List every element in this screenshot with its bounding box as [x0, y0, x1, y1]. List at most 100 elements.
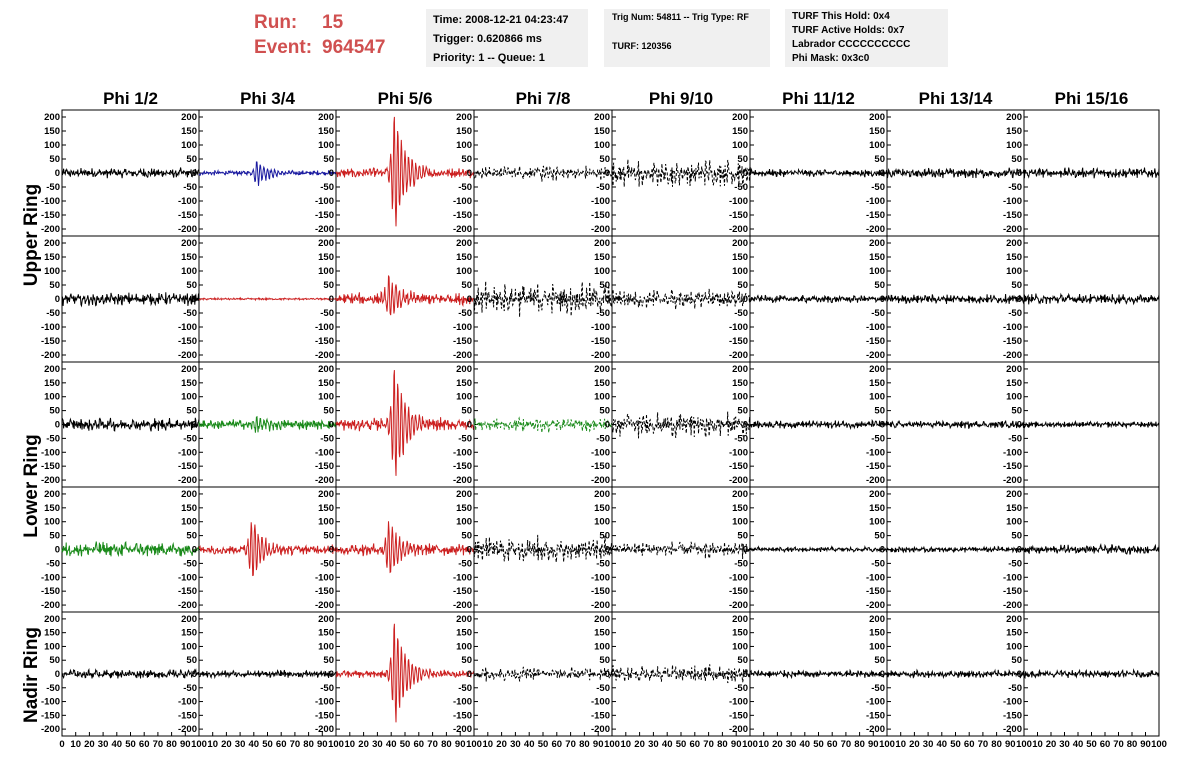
- y-tick-label: 150: [181, 378, 197, 389]
- waveform-panel: -200 -150 -100 -50 0 50 100 150 200: [453, 235, 613, 363]
- waveform-trace: [886, 668, 1025, 680]
- y-tick-label: -100: [315, 322, 334, 333]
- waveform-trace: [335, 275, 475, 316]
- y-tick-label: 100: [732, 641, 748, 652]
- y-tick-label: 100: [44, 517, 60, 528]
- y-tick-label: 150: [1006, 252, 1022, 263]
- y-tick-label: 0: [329, 545, 334, 556]
- x-tick-label: 40: [249, 739, 260, 750]
- y-tick-label: 50: [49, 406, 60, 417]
- waveform-panel: -200 -150 -100 -50 0 50 100 150 200: [866, 361, 1025, 488]
- y-tick-label: -50: [1008, 308, 1022, 319]
- y-tick-label: 200: [181, 489, 197, 500]
- x-tick-label: 10: [621, 739, 632, 750]
- y-tick-label: 0: [605, 168, 610, 179]
- y-tick-label: -100: [729, 196, 748, 207]
- y-tick-label: -150: [729, 461, 748, 472]
- y-tick-label: 50: [1011, 154, 1022, 165]
- y-tick-label: 200: [594, 238, 610, 249]
- y-tick-label: 200: [594, 614, 610, 625]
- y-tick-label: -100: [41, 196, 60, 207]
- y-tick-label: -50: [183, 308, 197, 319]
- waveform-trace: [61, 668, 200, 680]
- y-tick-label: 50: [1011, 280, 1022, 291]
- y-tick-label: -150: [41, 210, 60, 221]
- y-tick-label: -100: [315, 697, 334, 708]
- labrador-text: Labrador CCCCCCCCCC: [792, 39, 911, 50]
- waveform-panel: -200 -150 -100 -50 0 50 100 150 200: [1003, 235, 1160, 363]
- y-tick-label: 50: [49, 531, 60, 542]
- y-tick-label: 200: [869, 238, 885, 249]
- y-tick-label: -200: [1003, 600, 1022, 611]
- y-tick-label: 150: [44, 503, 60, 514]
- y-tick-label: 100: [181, 392, 197, 403]
- y-tick-label: 100: [1006, 517, 1022, 528]
- y-tick-label: -100: [866, 322, 885, 333]
- y-tick-label: -150: [315, 461, 334, 472]
- column-header: Phi 3/4: [240, 89, 295, 108]
- y-tick-label: -150: [866, 586, 885, 597]
- y-tick-label: 0: [1017, 294, 1022, 305]
- column-header: Phi 9/10: [649, 89, 713, 108]
- y-tick-label: -50: [734, 308, 748, 319]
- y-tick-label: -150: [315, 586, 334, 597]
- x-tick-label: 80: [854, 739, 865, 750]
- x-tick-label: 30: [510, 739, 521, 750]
- y-tick-label: 100: [456, 266, 472, 277]
- y-tick-label: -50: [46, 308, 60, 319]
- y-tick-label: 100: [181, 266, 197, 277]
- y-tick-label: 150: [456, 126, 472, 137]
- y-tick-label: -50: [458, 558, 472, 569]
- waveform-trace: [749, 419, 888, 430]
- column-header: Phi 7/8: [516, 89, 571, 108]
- y-tick-label: 150: [456, 628, 472, 639]
- y-tick-label: -100: [591, 697, 610, 708]
- y-tick-label: 0: [605, 420, 610, 431]
- waveform-panel: -200 -150 -100 -50 0 50 100 150 200: [41, 109, 200, 237]
- y-tick-label: -100: [315, 196, 334, 207]
- y-tick-label: -50: [458, 683, 472, 694]
- y-tick-label: 100: [1006, 266, 1022, 277]
- y-tick-label: 100: [869, 266, 885, 277]
- x-tick-label: 40: [386, 739, 397, 750]
- phi-mask-text: Phi Mask: 0x3c0: [792, 53, 870, 64]
- y-tick-label: 50: [599, 655, 610, 666]
- y-tick-label: 200: [181, 238, 197, 249]
- event-row: Event: 964547: [254, 35, 385, 60]
- turf-info-box: TURF This Hold: 0x4 TURF Active Holds: 0…: [785, 9, 948, 67]
- x-tick-label: 60: [552, 739, 563, 750]
- x-tick-label: 70: [841, 739, 852, 750]
- y-tick-label: 200: [456, 238, 472, 249]
- y-tick-label: 0: [605, 294, 610, 305]
- y-tick-label: 100: [732, 392, 748, 403]
- y-tick-label: 200: [869, 614, 885, 625]
- y-tick-label: -100: [1003, 322, 1022, 333]
- y-tick-label: 0: [55, 294, 60, 305]
- x-tick-label: 90: [1005, 739, 1016, 750]
- y-tick-label: 150: [1006, 378, 1022, 389]
- y-tick-label: 0: [880, 545, 885, 556]
- x-tick-label: 10: [207, 739, 218, 750]
- x-tick-label: 60: [827, 739, 838, 750]
- waveform-panel: -200 -150 -100 -50 0 50 100 150 200: [1003, 486, 1160, 613]
- y-tick-label: -150: [453, 586, 472, 597]
- run-event-block: Run: 15 Event: 964547: [254, 10, 385, 60]
- y-tick-label: 50: [874, 531, 885, 542]
- x-tick-label: 30: [372, 739, 383, 750]
- y-tick-label: 50: [737, 280, 748, 291]
- y-tick-label: -100: [729, 572, 748, 583]
- y-tick-label: -150: [1003, 210, 1022, 221]
- y-tick-label: 150: [44, 126, 60, 137]
- waveform-trace: [61, 540, 200, 558]
- y-tick-label: -150: [866, 461, 885, 472]
- y-tick-label: -50: [1008, 182, 1022, 193]
- y-tick-label: -100: [591, 322, 610, 333]
- y-tick-label: 200: [594, 112, 610, 123]
- y-tick-label: -200: [453, 350, 472, 361]
- y-tick-label: 0: [55, 669, 60, 680]
- x-tick-label: 70: [565, 739, 576, 750]
- y-tick-label: 50: [461, 655, 472, 666]
- y-tick-label: 50: [874, 154, 885, 165]
- y-tick-label: 100: [869, 140, 885, 151]
- x-tick-label: 90: [593, 739, 604, 750]
